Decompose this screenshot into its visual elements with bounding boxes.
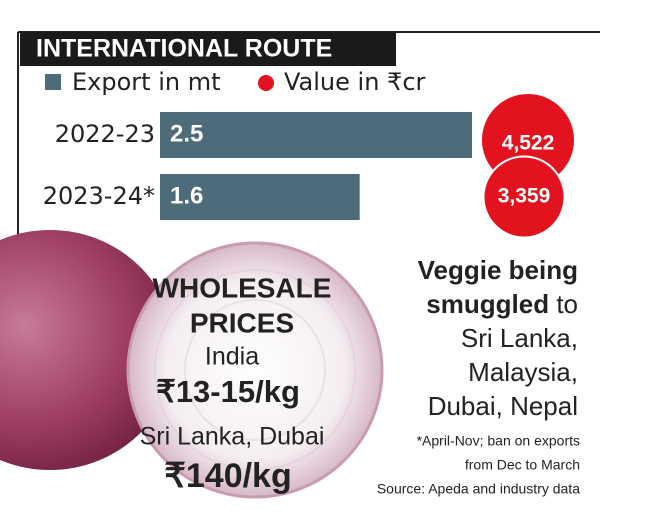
title-box (20, 32, 396, 66)
bar (160, 112, 472, 158)
footnote: Source: Apeda and industry data (377, 481, 580, 497)
chart-title: INTERNATIONAL ROUTE (36, 35, 332, 63)
place: India (205, 343, 259, 371)
note-text: Malaysia, (468, 357, 578, 387)
bubble (482, 155, 566, 239)
onion-ring (154, 269, 356, 471)
footnote: from Dec to March (465, 457, 580, 473)
note-text: to (556, 289, 578, 319)
place: Sri Lanka, Dubai (140, 423, 325, 451)
note-bold: Veggie being (418, 255, 578, 285)
bar (160, 174, 360, 220)
note-line: smuggled to (426, 289, 578, 319)
wholesale-title: WHOLESALE (153, 272, 332, 303)
legend-label: Export in mt (72, 68, 221, 96)
onion (0, 230, 175, 470)
category-label: 2023-24* (43, 182, 155, 210)
note-bold: smuggled (426, 289, 549, 319)
footnote: *April-Nov; ban on exports (417, 433, 580, 449)
category-label: 2022-23 (55, 120, 155, 148)
bar-label: 2.5 (170, 120, 203, 147)
note-text: Dubai, Nepal (428, 391, 578, 421)
legend-label: Value in ₹cr (284, 68, 426, 96)
onion-slice (126, 241, 384, 499)
note-text: Sri Lanka, (461, 323, 578, 353)
bar-label: 1.6 (170, 182, 203, 209)
bubble-label: 3,359 (498, 185, 551, 208)
price: ₹140/kg (164, 457, 291, 495)
onion-ring (184, 299, 326, 441)
wholesale-title: PRICES (190, 307, 294, 338)
legend-swatch (258, 75, 274, 91)
bubble-label: 4,522 (502, 132, 555, 155)
price: ₹13-15/kg (156, 374, 300, 409)
legend-swatch (45, 74, 61, 90)
